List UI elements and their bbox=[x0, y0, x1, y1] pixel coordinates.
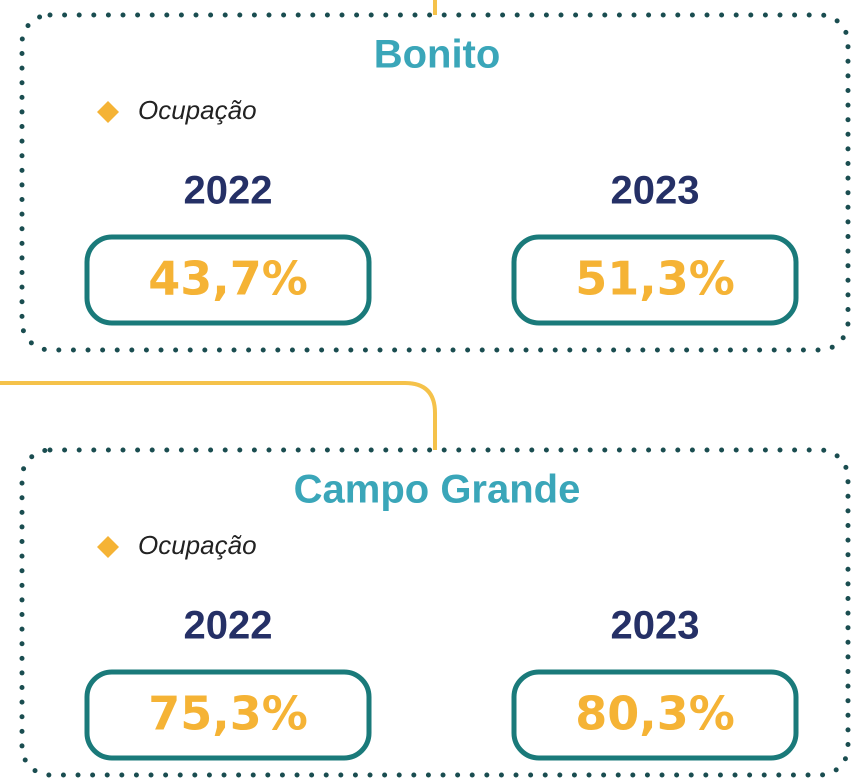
bullet bbox=[97, 536, 119, 558]
value-box bbox=[511, 234, 799, 326]
value: 75,3% bbox=[148, 687, 308, 741]
value: 43,7% bbox=[148, 252, 308, 306]
value: 51,3% bbox=[575, 252, 735, 306]
year: 2023 bbox=[611, 169, 700, 213]
card-title: Campo Grande bbox=[294, 468, 581, 512]
value-box bbox=[84, 234, 372, 326]
value-box bbox=[511, 669, 799, 761]
bullet bbox=[97, 101, 119, 123]
metric-label: Ocupação bbox=[138, 530, 257, 560]
year: 2022 bbox=[184, 604, 273, 648]
year: 2023 bbox=[611, 604, 700, 648]
connector bbox=[0, 381, 437, 450]
card-title: Bonito bbox=[374, 33, 501, 77]
metric-label: Ocupação bbox=[138, 95, 257, 125]
card-border bbox=[19, 447, 851, 778]
value: 80,3% bbox=[575, 687, 735, 741]
card-border bbox=[19, 12, 851, 353]
value-box bbox=[84, 669, 372, 761]
year: 2022 bbox=[184, 169, 273, 213]
